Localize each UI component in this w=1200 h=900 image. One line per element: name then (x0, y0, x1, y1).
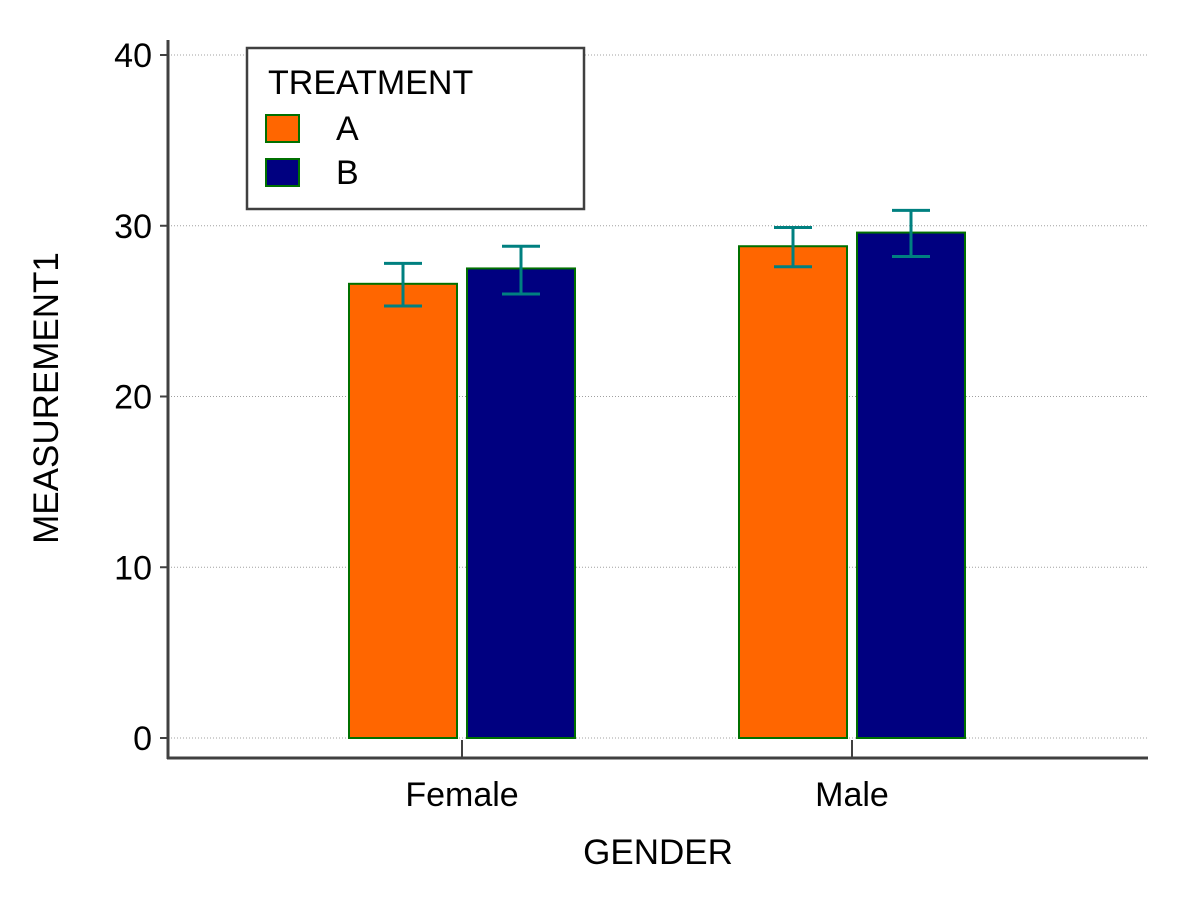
bar-b-male (856, 231, 966, 740)
y-tick-label: 20 (114, 379, 152, 417)
legend-label-a: A (336, 110, 359, 148)
legend-box (245, 46, 586, 211)
y-tick-label: 10 (114, 549, 152, 587)
y-tick-label: 30 (114, 208, 152, 246)
legend-swatch-a (265, 114, 300, 143)
y-tick-label: 0 (133, 720, 152, 758)
error-bars (384, 208, 930, 308)
y-tick-label: 40 (114, 37, 152, 75)
bar-b-female (466, 267, 576, 739)
legend: TREATMENT AB (245, 46, 586, 211)
bars (348, 231, 966, 740)
legend-label-b: B (336, 154, 359, 192)
x-tick-label: Male (815, 776, 889, 814)
gridlines (168, 54, 1148, 739)
bar-a-male (738, 245, 848, 740)
axes: 0 10 20 30 40 Female Male GENDER MEASUREMENT1 (27, 37, 1148, 872)
bar-a-female (348, 282, 458, 739)
y-axis-title: MEASUREMENT1 (27, 252, 66, 544)
x-axis-title: GENDER (583, 833, 733, 872)
legend-title: TREATMENT (268, 64, 473, 102)
x-tick-label: Female (405, 776, 518, 814)
legend-swatch-b (265, 158, 300, 187)
